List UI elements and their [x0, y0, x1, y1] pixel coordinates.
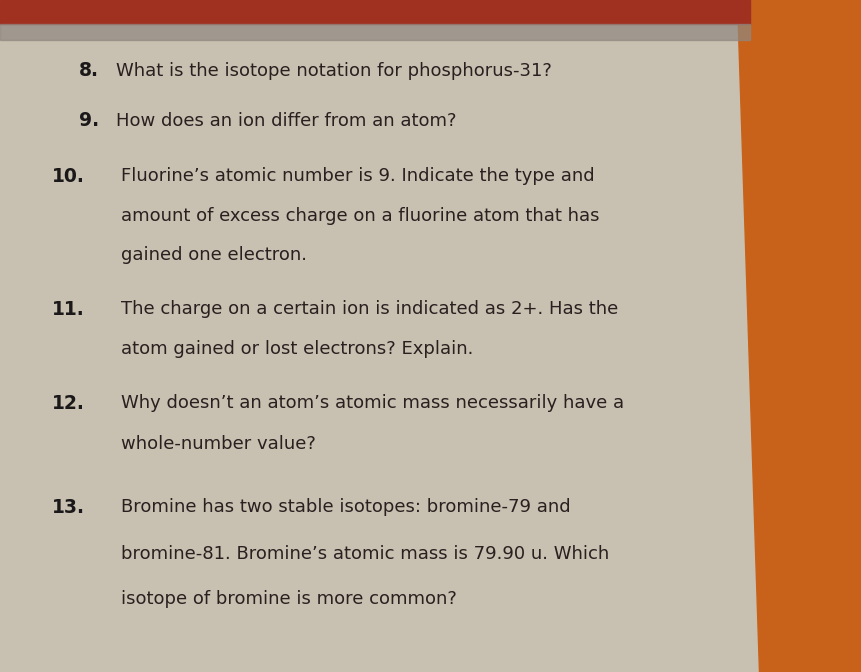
- Text: Bromine has two stable isotopes: bromine-79 and: Bromine has two stable isotopes: bromine…: [121, 499, 570, 516]
- Text: Fluorine’s atomic number is 9. Indicate the type and: Fluorine’s atomic number is 9. Indicate …: [121, 167, 593, 185]
- Text: bromine-81. Bromine’s atomic mass is 79.90 u. Which: bromine-81. Bromine’s atomic mass is 79.…: [121, 546, 608, 563]
- Text: 13.: 13.: [52, 498, 84, 517]
- Text: isotope of bromine is more common?: isotope of bromine is more common?: [121, 591, 456, 608]
- Bar: [0, 0, 749, 24]
- Bar: [0, 24, 749, 40]
- Text: 8.: 8.: [79, 61, 99, 80]
- Text: How does an ion differ from an atom?: How does an ion differ from an atom?: [116, 112, 456, 130]
- Text: What is the isotope notation for phosphorus-31?: What is the isotope notation for phospho…: [116, 62, 552, 79]
- Text: 11.: 11.: [52, 300, 84, 319]
- Text: The charge on a certain ion is indicated as 2+. Has the: The charge on a certain ion is indicated…: [121, 300, 617, 318]
- Text: 10.: 10.: [52, 167, 84, 185]
- Text: Why doesn’t an atom’s atomic mass necessarily have a: Why doesn’t an atom’s atomic mass necess…: [121, 394, 623, 412]
- Text: amount of excess charge on a fluorine atom that has: amount of excess charge on a fluorine at…: [121, 208, 598, 225]
- Text: 12.: 12.: [52, 394, 84, 413]
- Polygon shape: [736, 0, 861, 672]
- Text: 9.: 9.: [79, 112, 99, 130]
- Text: atom gained or lost electrons? Explain.: atom gained or lost electrons? Explain.: [121, 341, 473, 358]
- Text: whole-number value?: whole-number value?: [121, 435, 315, 452]
- Text: gained one electron.: gained one electron.: [121, 247, 307, 264]
